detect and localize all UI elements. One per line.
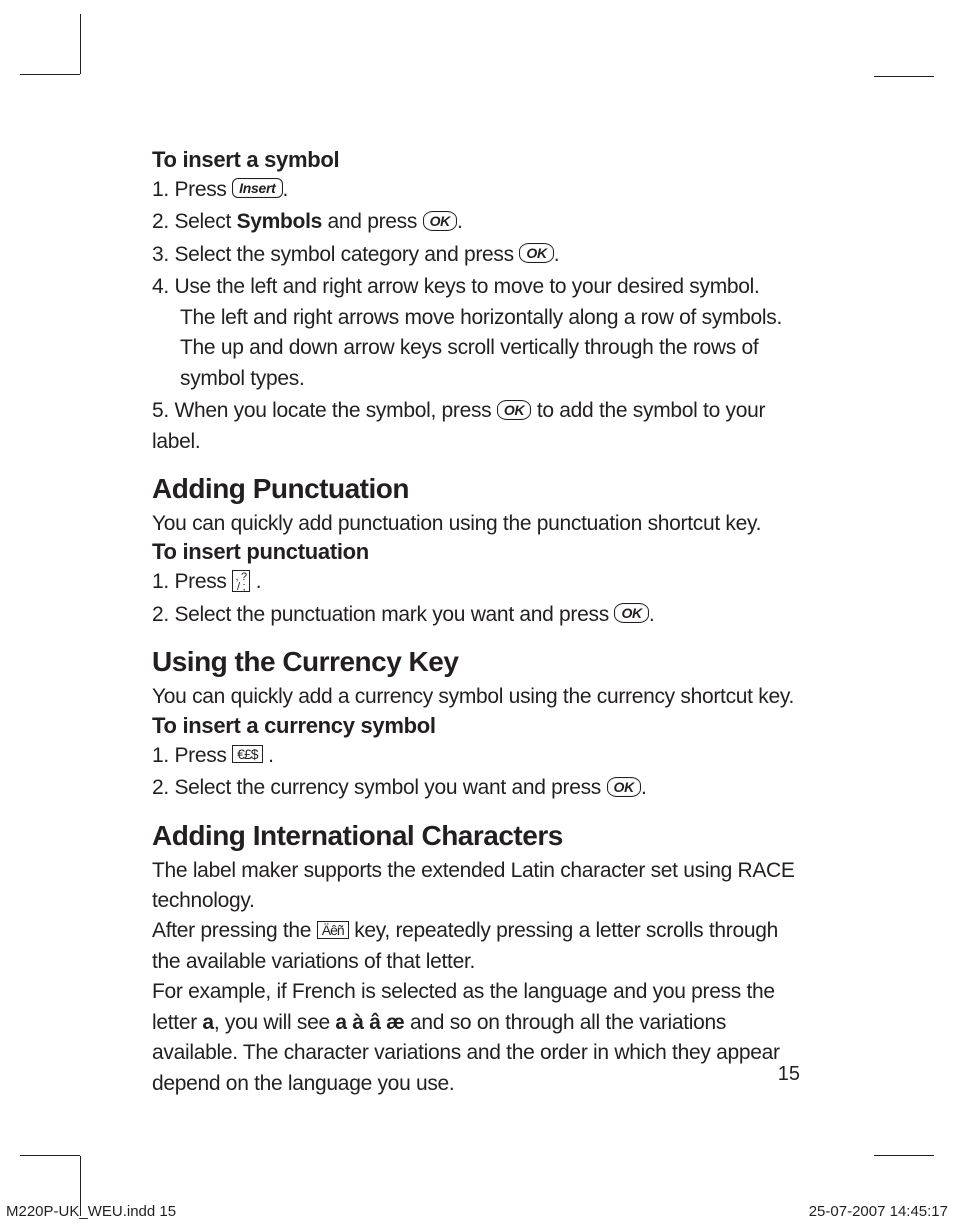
ok-key-icon: OK xyxy=(614,603,648,623)
text: 3. Select the symbol category and press xyxy=(152,243,519,266)
intl-p1: The label maker supports the extended La… xyxy=(152,856,802,917)
text: 2. Select the punctuation mark you want … xyxy=(152,603,614,626)
text: . xyxy=(250,570,261,593)
list-item: 4. Use the left and right arrow keys to … xyxy=(152,272,802,394)
ok-key-icon: OK xyxy=(519,243,553,263)
list-item: 3. Select the symbol category and press … xyxy=(152,240,802,270)
currency-intro: You can quickly add a currency symbol us… xyxy=(152,682,802,712)
ok-key-icon: OK xyxy=(497,400,531,420)
list-item: 2. Select the currency symbol you want a… xyxy=(152,773,802,803)
text-bold: a xyxy=(202,1011,213,1034)
text: . xyxy=(283,178,289,201)
insert-key-icon: Insert xyxy=(232,178,282,198)
text: , you will see xyxy=(214,1011,336,1034)
text: 1. Press xyxy=(152,178,232,201)
currency-heading: Using the Currency Key xyxy=(152,646,802,678)
text: 1. Press xyxy=(152,744,232,767)
text: . xyxy=(554,243,560,266)
symbol-steps: 1. Press Insert. 2. Select Symbols and p… xyxy=(152,175,802,457)
text: . xyxy=(263,744,274,767)
footer-left: M220P-UK_WEU.indd 15 xyxy=(6,1203,176,1220)
text: 2. Select the currency symbol you want a… xyxy=(152,776,607,799)
ok-key-icon: OK xyxy=(607,777,641,797)
intl-p2: After pressing the Äêñ key, repeatedly p… xyxy=(152,916,802,977)
crop-mark xyxy=(80,14,81,74)
text: . xyxy=(649,603,655,626)
text-indent: The left and right arrows move horizonta… xyxy=(152,303,802,394)
crop-mark xyxy=(874,76,934,77)
text-bold: a à â æ xyxy=(335,1011,404,1034)
footer-right: 25-07-2007 14:45:17 xyxy=(809,1203,948,1220)
punctuation-steps: 1. Press , ?/ ; . 2. Select the punctuat… xyxy=(152,567,802,630)
page-content: To insert a symbol 1. Press Insert. 2. S… xyxy=(152,147,802,1099)
page-number: 15 xyxy=(778,1063,800,1086)
punctuation-key-icon: , ?/ ; xyxy=(232,570,250,592)
list-item: 2. Select the punctuation mark you want … xyxy=(152,600,802,630)
punctuation-intro: You can quickly add punctuation using th… xyxy=(152,509,802,539)
list-item: 1. Press Insert. xyxy=(152,175,802,205)
list-item: 5. When you locate the symbol, press OK … xyxy=(152,396,802,457)
text: After pressing the xyxy=(152,919,317,942)
text: . xyxy=(457,210,463,233)
punctuation-heading: Adding Punctuation xyxy=(152,473,802,505)
symbol-heading: To insert a symbol xyxy=(152,147,802,173)
accent-key-icon: Äêñ xyxy=(317,921,349,939)
text-bold: Symbols xyxy=(237,210,322,233)
text: . xyxy=(641,776,647,799)
text: 2. Select xyxy=(152,210,237,233)
text: 1. Press xyxy=(152,570,232,593)
text: 4. Use the left and right arrow keys to … xyxy=(152,275,760,298)
crop-mark xyxy=(20,1155,80,1156)
crop-mark xyxy=(20,74,80,75)
currency-subheading: To insert a currency symbol xyxy=(152,713,802,739)
ok-key-icon: OK xyxy=(423,211,457,231)
currency-key-icon: €£$ xyxy=(232,745,262,763)
list-item: 2. Select Symbols and press OK. xyxy=(152,207,802,237)
list-item: 1. Press €£$ . xyxy=(152,741,802,771)
crop-mark xyxy=(874,1155,934,1156)
intl-p3: For example, if French is selected as th… xyxy=(152,977,802,1099)
text: and press xyxy=(322,210,423,233)
text: / ; xyxy=(237,581,245,593)
intl-heading: Adding International Characters xyxy=(152,820,802,852)
punctuation-subheading: To insert punctuation xyxy=(152,539,802,565)
list-item: 1. Press , ?/ ; . xyxy=(152,567,802,597)
text: 5. When you locate the symbol, press xyxy=(152,399,497,422)
currency-steps: 1. Press €£$ . 2. Select the currency sy… xyxy=(152,741,802,804)
